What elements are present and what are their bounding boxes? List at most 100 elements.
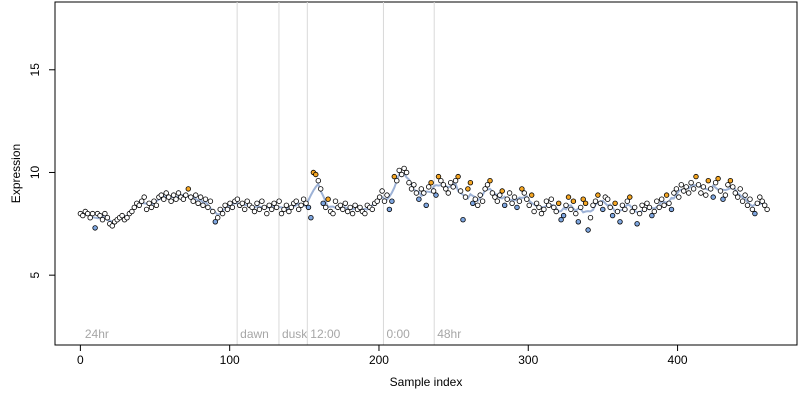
x-tick-label: 0 — [77, 353, 84, 367]
data-point — [210, 208, 216, 215]
data-point — [757, 194, 763, 200]
data-point — [531, 208, 537, 215]
data-point — [185, 186, 191, 192]
data-point — [239, 200, 245, 206]
data-point — [374, 198, 380, 204]
data-point — [161, 196, 167, 202]
data-point — [590, 202, 596, 208]
data-point — [423, 202, 429, 208]
data-point — [386, 206, 393, 213]
data-point — [401, 165, 407, 172]
annotation-label: 12:00 — [310, 327, 340, 341]
x-tick-label: 300 — [518, 353, 538, 367]
data-point — [438, 177, 444, 184]
data-point — [600, 206, 606, 213]
data-point — [612, 200, 618, 206]
data-point — [715, 175, 721, 182]
data-point — [249, 204, 255, 211]
data-point — [129, 208, 135, 215]
data-point — [607, 204, 613, 211]
data-point — [411, 182, 417, 188]
data-point — [747, 196, 753, 202]
data-point — [543, 198, 550, 204]
data-point — [345, 208, 351, 215]
data-point — [389, 198, 395, 204]
data-point — [511, 194, 518, 200]
data-point — [708, 186, 714, 192]
data-point — [698, 190, 704, 196]
data-point — [286, 208, 292, 215]
data-point — [153, 202, 160, 208]
data-point — [663, 192, 670, 198]
data-point — [629, 208, 635, 215]
plot-frame — [54, 1, 798, 346]
data-point — [357, 204, 363, 211]
data-point — [521, 190, 527, 196]
data-point — [695, 182, 702, 188]
data-point — [641, 206, 648, 213]
data-point — [563, 202, 569, 208]
data-point — [541, 206, 547, 213]
data-point — [349, 210, 356, 217]
data-point — [222, 202, 228, 208]
data-point — [305, 204, 312, 211]
data-point — [661, 202, 667, 208]
y-axis-label: Expression — [9, 144, 23, 203]
data-point — [676, 194, 682, 200]
data-point — [399, 171, 405, 178]
data-point — [214, 214, 221, 221]
data-point — [227, 200, 233, 206]
data-point — [467, 179, 474, 186]
data-point — [524, 196, 530, 202]
data-point — [413, 190, 420, 196]
data-point — [175, 190, 182, 196]
data-point — [430, 188, 437, 194]
data-point — [381, 198, 388, 204]
data-point — [656, 204, 662, 211]
data-point — [673, 186, 680, 192]
data-point — [683, 184, 689, 190]
data-point — [445, 190, 451, 196]
data-point — [475, 202, 481, 208]
data-point — [644, 200, 650, 206]
data-point — [494, 198, 500, 204]
data-point — [303, 200, 309, 206]
data-point — [717, 188, 724, 194]
data-point — [200, 202, 206, 208]
data-point — [686, 190, 692, 196]
annotation-label: dusk — [282, 327, 308, 341]
data-point — [634, 221, 640, 227]
data-point — [548, 196, 554, 202]
data-point — [99, 216, 106, 223]
data-point — [754, 200, 760, 206]
data-point — [146, 200, 152, 206]
data-point — [330, 210, 336, 217]
data-point — [455, 173, 461, 180]
data-point — [671, 190, 677, 196]
data-point — [426, 184, 432, 190]
data-point — [705, 177, 711, 184]
data-point — [408, 186, 415, 192]
data-point — [580, 196, 586, 202]
annotation-label: 0:00 — [386, 327, 410, 341]
data-point — [158, 192, 164, 198]
data-point — [739, 198, 746, 204]
data-point — [720, 196, 726, 202]
data-point — [553, 208, 559, 215]
data-point — [384, 192, 390, 198]
data-point — [693, 173, 699, 180]
y-tick-label: 15 — [28, 63, 42, 77]
data-point — [283, 202, 290, 208]
data-point — [421, 190, 427, 196]
y-tick-label: 10 — [28, 165, 42, 179]
corner-annotation-24hr: 24hr — [85, 327, 109, 341]
data-point — [636, 210, 643, 217]
data-point — [433, 192, 439, 198]
data-point — [217, 206, 223, 213]
annotation-label: 48hr — [437, 327, 461, 341]
data-point — [688, 179, 694, 186]
data-point — [212, 219, 218, 225]
data-point — [484, 182, 491, 188]
data-point — [259, 198, 265, 204]
data-point — [406, 179, 412, 186]
